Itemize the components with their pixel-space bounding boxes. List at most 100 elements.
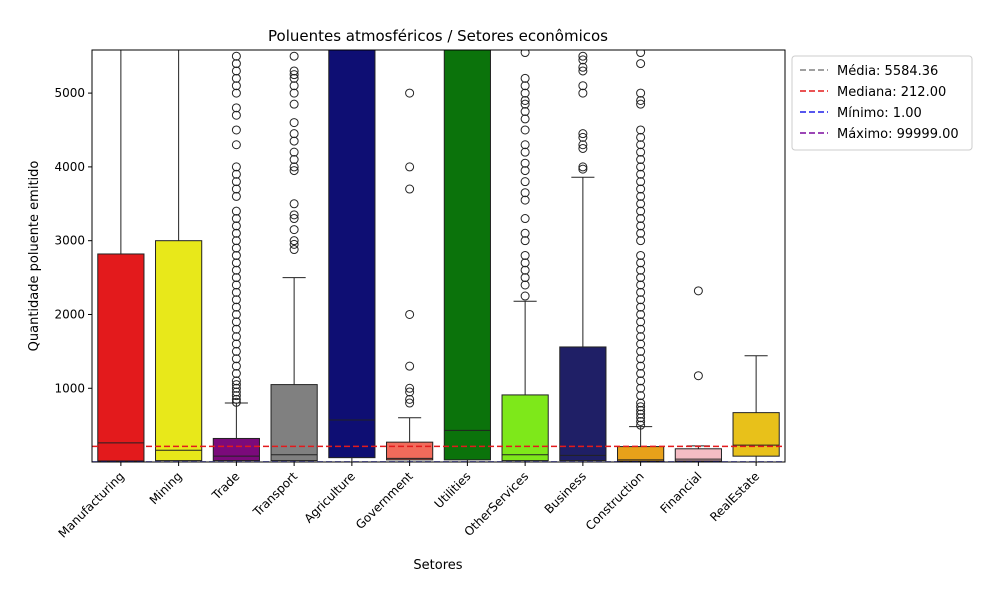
outlier-point (636, 280, 646, 290)
outlier-point (231, 295, 241, 305)
box-construction (617, 50, 665, 462)
outlier-point (636, 95, 646, 105)
outlier-point (636, 132, 646, 142)
outlier-point (520, 114, 530, 124)
outlier-point (578, 62, 588, 72)
box-manufacturing (97, 50, 145, 462)
outlier-point (231, 339, 241, 349)
outlier-point (520, 265, 530, 275)
plot-frame (91, 49, 786, 463)
legend-label: Mediana: 212.00 (837, 85, 946, 100)
outlier-point (520, 140, 530, 150)
y-axis-label: Quantidade poluente emitido (27, 161, 42, 352)
x-tick-label: Financial (657, 469, 704, 516)
outlier-point (636, 339, 646, 349)
outlier-point (636, 376, 646, 386)
outlier-point (636, 391, 646, 401)
box-utilities (443, 50, 491, 462)
box-body (443, 50, 491, 461)
outlier-point (520, 236, 530, 246)
outlier-point (520, 228, 530, 238)
box-government (386, 88, 434, 462)
outlier-point (231, 184, 241, 194)
outlier-point (405, 162, 415, 172)
outlier-point (636, 199, 646, 209)
outlier-point (231, 214, 241, 224)
outlier-point (231, 324, 241, 334)
outlier-point (231, 265, 241, 275)
outlier-point (289, 166, 299, 176)
box-body (155, 240, 203, 462)
outlier-point (520, 166, 530, 176)
outlier-point (289, 51, 299, 61)
x-tick-label: Transport (250, 469, 301, 520)
box-body (732, 412, 780, 457)
x-tick-label: Utilities (432, 469, 474, 511)
legend-label: Mínimo: 1.00 (837, 106, 922, 121)
outlier-point (231, 243, 241, 253)
box-mining (155, 50, 203, 462)
outlier-point (231, 125, 241, 135)
outlier-point (636, 177, 646, 187)
outlier-point (520, 95, 530, 105)
outlier-point (636, 125, 646, 135)
outlier-point (231, 346, 241, 356)
outlier-point (405, 184, 415, 194)
legend-label: Máximo: 99999.00 (837, 127, 959, 142)
outlier-point (231, 59, 241, 69)
outlier-point (578, 66, 588, 76)
outlier-point (578, 162, 588, 172)
outlier-point (636, 309, 646, 319)
outlier-point (636, 369, 646, 379)
outlier-point (405, 309, 415, 319)
box-financial (674, 286, 722, 462)
x-axis-label: Setores (413, 558, 462, 573)
plot-area: 1000 2000 3000 4000 5000 Manufacturing Mining T… (54, 49, 786, 541)
outlier-point (636, 228, 646, 238)
outlier-point (636, 258, 646, 268)
outlier-point (636, 295, 646, 305)
outlier-point (636, 147, 646, 157)
box-trade (212, 51, 260, 462)
outlier-point (636, 169, 646, 179)
box-body (270, 384, 318, 462)
outlier-point (231, 394, 241, 404)
outlier-point (289, 162, 299, 172)
outlier-point (231, 236, 241, 246)
x-tick-label: Agriculture (301, 469, 358, 526)
outlier-point (289, 118, 299, 128)
outlier-point (520, 273, 530, 283)
outlier-point (231, 383, 241, 393)
outlier-point (636, 206, 646, 216)
outlier-point (231, 273, 241, 283)
outlier-point (231, 380, 241, 390)
box-body (386, 441, 434, 461)
outlier-point (520, 258, 530, 268)
outlier-point (636, 317, 646, 327)
box-agriculture (328, 50, 376, 462)
outlier-point (636, 140, 646, 150)
x-tick-label: Government (353, 469, 416, 532)
outlier-point (636, 402, 646, 412)
outlier-point (231, 66, 241, 76)
x-tick-label: Trade (209, 469, 243, 503)
box-body (501, 394, 549, 462)
outlier-point (520, 99, 530, 109)
outlier-point (231, 51, 241, 61)
outlier-point (231, 88, 241, 98)
box-body (328, 50, 376, 459)
outlier-point (636, 99, 646, 109)
outlier-point (231, 369, 241, 379)
legend-frame (791, 55, 973, 151)
outlier-point (289, 239, 299, 249)
outlier-point (231, 110, 241, 120)
outlier-point (289, 66, 299, 76)
x-tick-label: Manufacturing (56, 469, 127, 540)
outlier-point (520, 125, 530, 135)
outlier-point (231, 81, 241, 91)
box-otherservices (501, 50, 549, 462)
outlier-point (231, 206, 241, 216)
outlier-point (636, 383, 646, 393)
x-tick-label: RealEstate (707, 469, 762, 524)
outlier-point (520, 177, 530, 187)
